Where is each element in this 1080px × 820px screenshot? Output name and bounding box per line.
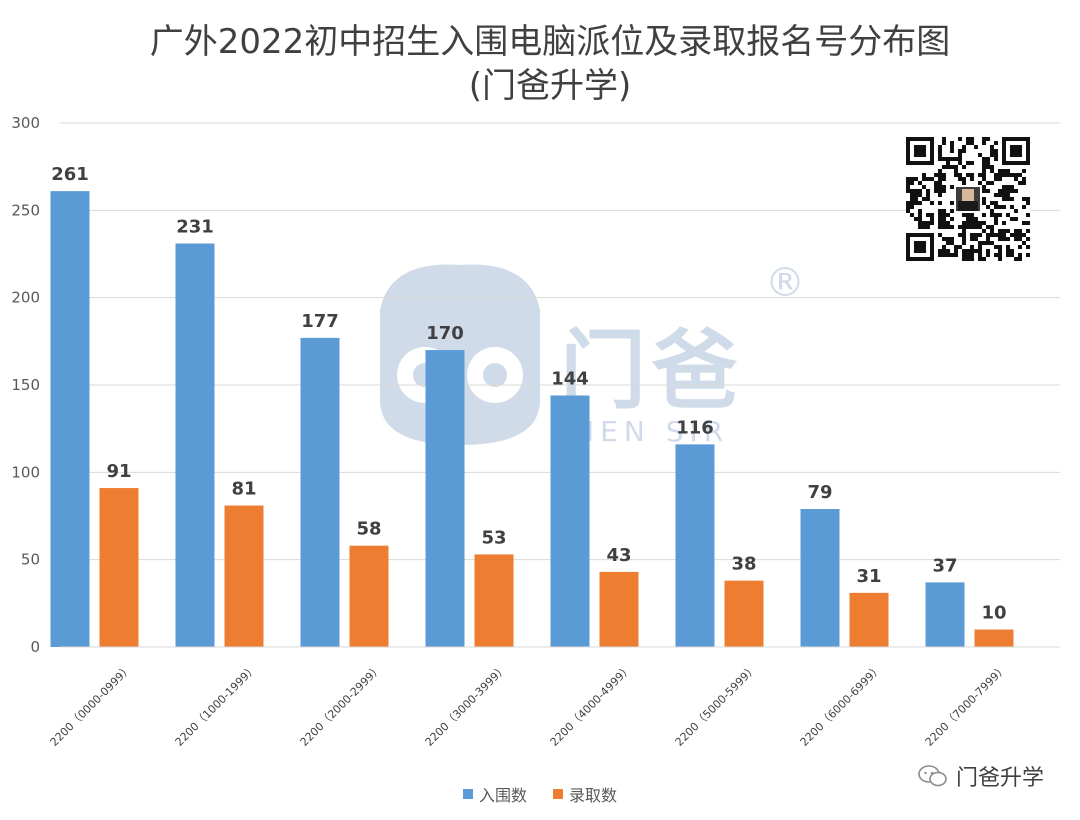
bar-series1 (50, 191, 90, 647)
data-label: 231 (176, 217, 214, 238)
chart-subtitle: (门爸升学) (468, 66, 632, 106)
data-label: 10 (981, 603, 1006, 624)
y-tick-label: 200 (11, 289, 40, 307)
data-label: 144 (551, 368, 589, 389)
legend-swatch-series1 (462, 789, 473, 799)
qr-code-icon (906, 137, 1030, 261)
watermark-registered-icon: ® (765, 260, 805, 306)
bar-series1 (925, 582, 965, 647)
x-tick-label: 2200（3000-3999） (423, 662, 510, 749)
bar-series1 (175, 243, 215, 647)
data-label: 31 (856, 566, 881, 587)
y-tick-label: 150 (11, 376, 40, 394)
legend-swatch-series2 (553, 789, 563, 799)
legend-label-series1: 入围数 (478, 786, 527, 805)
bar-series2 (99, 488, 139, 647)
y-tick-label: 0 (30, 638, 40, 656)
data-label: 58 (356, 519, 381, 540)
y-tick-label: 50 (21, 551, 40, 569)
data-label: 177 (301, 311, 339, 332)
x-tick-label: 2200（1000-1999） (173, 662, 260, 749)
x-tick-label: 2200（5000-5999） (673, 662, 760, 749)
bar-series1 (675, 444, 715, 647)
y-tick-label: 100 (11, 463, 40, 481)
data-label: 81 (231, 479, 256, 500)
bar-series2 (974, 629, 1014, 647)
data-label: 79 (807, 482, 832, 503)
bar-series2 (474, 554, 514, 647)
footer-brand-label: 门爸升学 (955, 766, 1044, 791)
legend-item-series1: 入围数 (462, 782, 527, 806)
legend-item-series2: 录取数 (553, 782, 617, 806)
x-tick-label: 2200（6000-6999） (798, 662, 885, 749)
bar-series2 (224, 505, 264, 647)
qr-code (906, 137, 1030, 261)
y-tick-label: 250 (11, 201, 40, 219)
x-tick-label: 2200（7000-7999） (923, 662, 1010, 749)
wechat-icon (918, 765, 947, 787)
bar-series2 (849, 592, 889, 647)
bar-series2 (599, 571, 639, 647)
data-label: 38 (731, 554, 756, 575)
bar-series1 (425, 350, 465, 647)
data-label: 170 (426, 323, 464, 344)
data-label: 261 (51, 164, 89, 185)
y-tick-label: 300 (11, 114, 40, 132)
watermark-subtext: MEN SIR (570, 415, 730, 448)
data-label: 116 (676, 417, 714, 438)
x-tick-label: 2200（0000-0999） (48, 662, 135, 749)
data-label: 53 (481, 527, 506, 548)
x-tick-label: 2200（2000-2999） (298, 662, 385, 749)
bar-series2 (724, 580, 764, 647)
bar-series1 (800, 509, 840, 647)
x-tick-label: 2200（4000-4999） (548, 662, 635, 749)
legend-label-series2: 录取数 (569, 786, 618, 805)
bar-series2 (349, 545, 389, 647)
footer-brand: 门爸升学 (918, 760, 1044, 792)
chart-legend: 入围数 录取数 (0, 782, 1080, 806)
bar-series1 (550, 395, 590, 647)
watermark-text: 门爸 (560, 321, 744, 421)
data-label: 43 (606, 545, 631, 566)
chart-title: 广外2022初中招生入围电脑派位及录取报名号分布图 (149, 22, 951, 62)
data-label: 91 (106, 461, 131, 482)
data-label: 37 (932, 555, 957, 576)
bar-series1 (300, 337, 340, 647)
